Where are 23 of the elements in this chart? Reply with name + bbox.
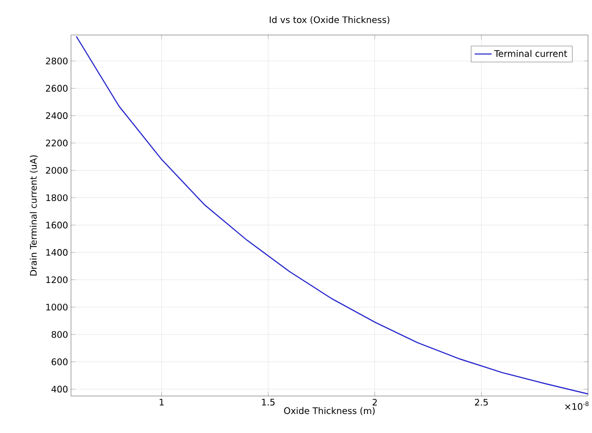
chart-title: Id vs tox (Oxide Thickness) [270, 16, 390, 24]
text: ×10$^{-8}$ [565, 402, 588, 410]
y-tick-label: 1800 [46, 194, 68, 202]
y-tick-label: 400 [51, 386, 68, 393]
line-series [76, 36, 589, 394]
y-tick-label: 1400 [46, 249, 68, 256]
y-tick-label: 800 [52, 331, 68, 338]
y-tick-label: 2000 [46, 166, 68, 174]
y-tick-label: 600 [52, 358, 68, 366]
y-tick-label: 2800 [46, 58, 68, 64]
x-axis-title: Oxide Thickness (m) [284, 407, 375, 416]
y-tick-label: 2400 [46, 112, 68, 120]
y-tick-label: 1200 [46, 276, 68, 284]
y-tick-label: 2600 [46, 84, 68, 92]
x-tick-label: 1 [160, 398, 164, 406]
legend-label: Terminal current [494, 50, 568, 57]
y-tick-label: 1000 [46, 304, 68, 311]
x-tick-label: 1.5 [262, 398, 275, 406]
y-tick-label: 1600 [46, 222, 68, 228]
y-axis-title: Drain Terminal current (uA) [30, 155, 38, 276]
x-tick-label: 2.5 [474, 398, 488, 406]
x-tick-label: 2 [372, 398, 377, 406]
y-tick-label: 2200 [46, 140, 68, 146]
